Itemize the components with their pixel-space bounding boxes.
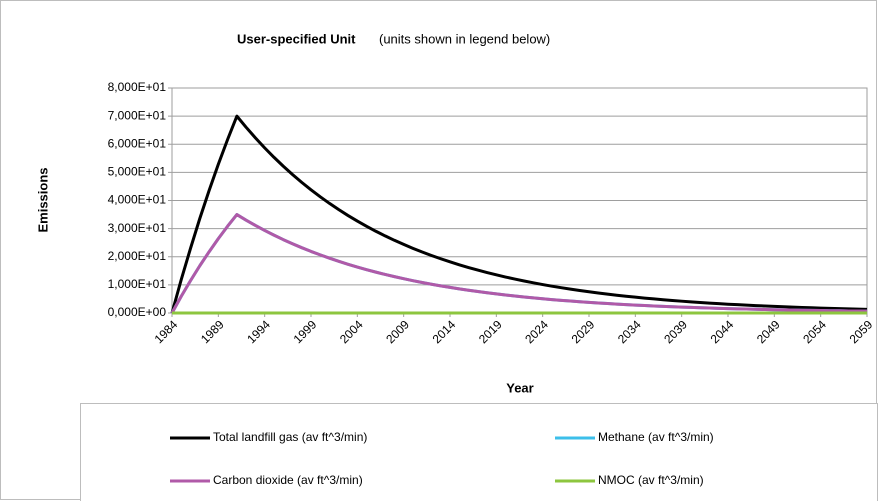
series-line (170, 114, 868, 314)
legend (80, 403, 878, 501)
legend-label: Total landfill gas (av ft^3/min) (213, 430, 367, 444)
chart-title: User-specified Unit (237, 31, 356, 46)
legend-label: Methane (av ft^3/min) (598, 430, 714, 444)
series-line (170, 213, 868, 314)
y-axis-label: Emissions (35, 167, 50, 232)
legend-label: NMOC (av ft^3/min) (598, 473, 704, 487)
x-axis-label: Year (506, 380, 533, 395)
legend-label: Carbon dioxide (av ft^3/min) (213, 473, 363, 487)
y-tick-label: 0,000E+00 (108, 305, 167, 319)
y-tick-label: 5,000E+01 (108, 165, 167, 179)
y-tick-label: 4,000E+01 (108, 193, 167, 207)
y-tick-label: 1,000E+01 (108, 277, 167, 291)
y-tick-label: 6,000E+01 (108, 136, 167, 150)
y-tick-label: 2,000E+01 (108, 249, 167, 263)
y-tick-label: 7,000E+01 (108, 108, 167, 122)
y-tick-label: 8,000E+01 (108, 80, 167, 94)
chart-subtitle: (units shown in legend below) (379, 31, 550, 46)
y-tick-label: 3,000E+01 (108, 221, 167, 235)
